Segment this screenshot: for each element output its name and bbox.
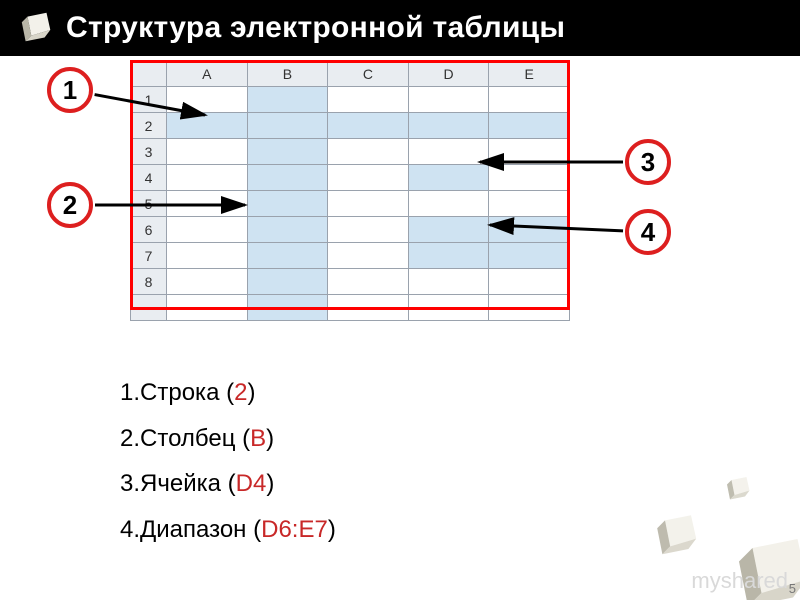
- watermark: myshared: [691, 568, 788, 594]
- callout-circle: 3: [625, 139, 671, 185]
- title-bar: Структура электронной таблицы: [0, 0, 800, 56]
- legend-num: 1.: [120, 379, 140, 406]
- legend-label: Строка: [140, 379, 219, 406]
- legend-ref: B: [250, 425, 266, 452]
- legend-item: 4.Диапазон (D6:E7): [120, 507, 336, 553]
- legend-label: Диапазон: [140, 516, 246, 543]
- legend-ref: 2: [234, 379, 247, 406]
- legend-label: Столбец: [140, 425, 235, 452]
- legend: 1.Строка (2)2.Столбец (B)3.Ячейка (D4)4.…: [120, 370, 336, 552]
- page-title: Структура электронной таблицы: [66, 11, 565, 45]
- cube-icon: [652, 510, 704, 562]
- legend-ref: D4: [236, 470, 267, 497]
- sheet-outer-border: [130, 60, 570, 310]
- legend-label: Ячейка: [140, 470, 221, 497]
- callout-circle: 2: [47, 182, 93, 228]
- page-number: 5: [789, 581, 796, 596]
- legend-item: 2.Столбец (B): [120, 416, 336, 462]
- callout-circle: 1: [47, 67, 93, 113]
- legend-num: 4.: [120, 516, 140, 543]
- legend-item: 3.Ячейка (D4): [120, 461, 336, 507]
- legend-item: 1.Строка (2): [120, 370, 336, 416]
- callout-circle: 4: [625, 209, 671, 255]
- legend-ref: D6:E7: [261, 516, 328, 543]
- cube-icon: [724, 474, 754, 504]
- legend-num: 3.: [120, 470, 140, 497]
- spreadsheet-diagram: ABCDE12345678: [130, 60, 570, 310]
- cube-icon: [18, 9, 56, 47]
- legend-num: 2.: [120, 425, 140, 452]
